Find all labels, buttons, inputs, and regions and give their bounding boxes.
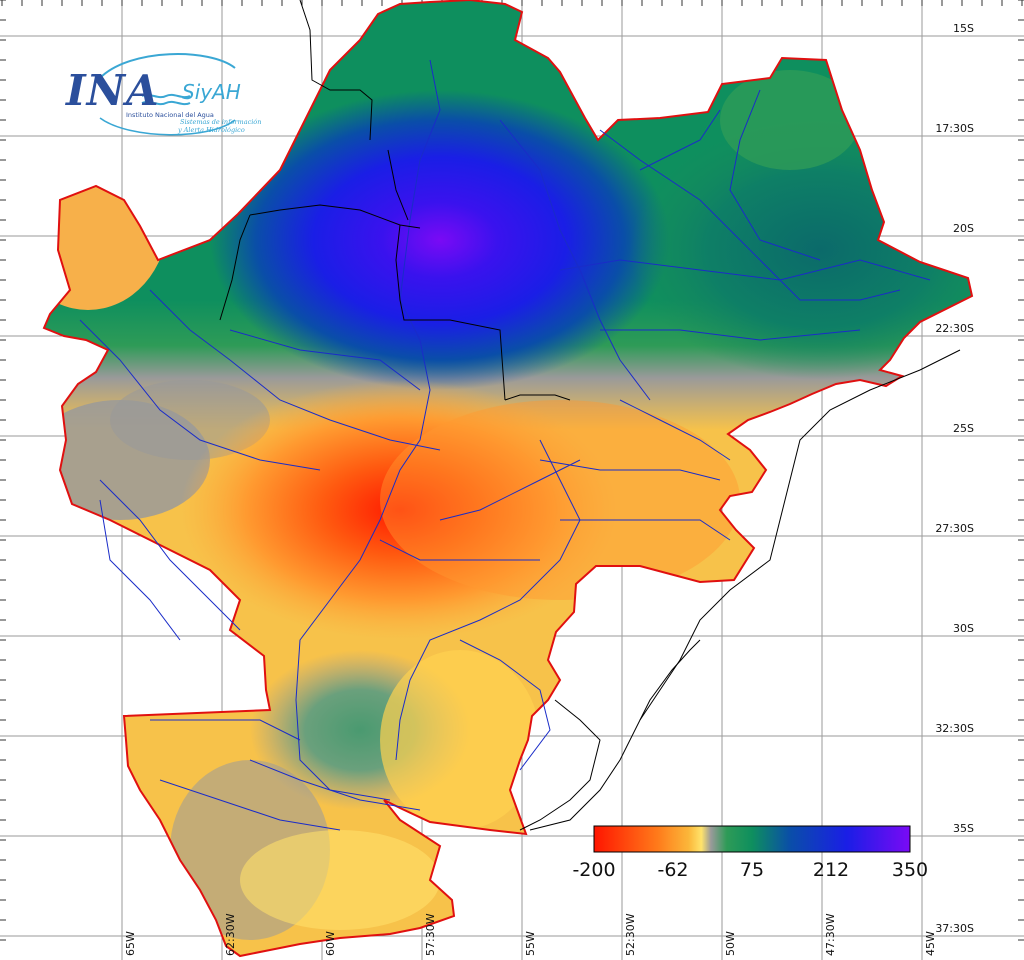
longitude-label: 47:30W	[824, 913, 837, 956]
latitude-label: 32:30S	[935, 722, 974, 735]
latitude-label: 35S	[953, 822, 974, 835]
logo-ina-text: INA	[66, 66, 160, 115]
longitude-label: 57:30W	[424, 913, 437, 956]
colorbar-tick-label: -62	[657, 859, 688, 881]
ina-siyah-logo: INA SiyAH Instituto Nacional del Agua Si…	[60, 48, 270, 140]
country-borders	[219, 0, 961, 831]
latitude-label: 20S	[953, 222, 974, 235]
latitude-label: 27:30S	[935, 522, 974, 535]
logo-institution: Instituto Nacional del Agua	[126, 111, 214, 119]
logo-tagline-2: y Alerta Hidrológico	[178, 126, 245, 134]
latitude-label: 25S	[953, 422, 974, 435]
latitude-label: 37:30S	[935, 922, 974, 935]
longitude-label: 65W	[124, 931, 137, 956]
longitude-label: 50W	[724, 931, 737, 956]
latitude-label: 22:30S	[935, 322, 974, 335]
latitude-labels: 15S 17:30S 20S 22:30S 25S 27:30S 30S 32:30S 35S 3…	[935, 22, 974, 935]
colorbar-tick-label: 350	[892, 859, 928, 881]
basin-boundary	[42, 0, 974, 958]
longitude-labels: 65W 62:30W 60W 57:30W 55W 52:30W 50W 47:30W 45W	[124, 913, 937, 956]
longitude-label: 60W	[324, 931, 337, 956]
longitude-label: 55W	[524, 931, 537, 956]
logo-siyah-text: SiyAH	[182, 80, 241, 104]
colorbar-tick-label: 212	[813, 859, 849, 881]
longitude-label: 62:30W	[224, 913, 237, 956]
colorbar-tick-label: 75	[740, 859, 764, 881]
colorbar: -200 -62 75 212 350	[572, 825, 928, 881]
logo-tagline-1: Sistemas de información	[180, 118, 262, 126]
colorbar-labels: -200 -62 75 212 350	[572, 859, 928, 881]
colorbar-gradient	[593, 825, 911, 853]
latitude-label: 15S	[953, 22, 974, 35]
rivers	[79, 59, 931, 831]
logo-swoosh-icon	[99, 53, 236, 136]
latitude-label: 30S	[953, 622, 974, 635]
latitude-label: 17:30S	[935, 122, 974, 135]
longitude-label: 45W	[924, 931, 937, 956]
longitude-label: 52:30W	[624, 913, 637, 956]
colorbar-tick-label: -200	[572, 859, 615, 881]
